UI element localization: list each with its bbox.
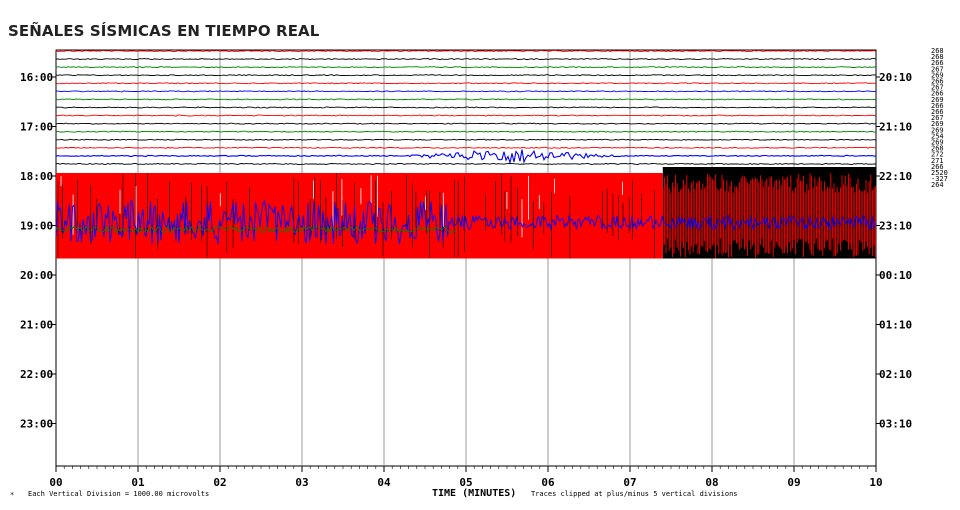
footnote-marker: * [10,491,14,499]
left-time-label: 23:00 [20,418,53,431]
trace-value-label: 266 [931,163,944,171]
x-tick-label: 00 [49,476,62,489]
saturated-gaps [60,175,623,238]
trace-value-label: 266 [931,102,944,110]
trace-line [55,90,877,93]
right-time-label: 01:10 [879,319,912,332]
x-axis-title: TIME (MINUTES) [432,488,516,499]
trace-value-label: 266 [931,108,944,116]
trace-line [55,57,877,61]
x-tick-label: 07 [623,476,636,489]
trace-value-label: 2520 [931,169,948,177]
footnote-right: Traces clipped at plus/minus 5 vertical … [531,490,738,498]
left-time-label: 19:00 [20,220,53,233]
x-tick-label: 09 [787,476,800,489]
trace-value-label: 267 [931,65,944,73]
traces [55,49,877,259]
trace-line [55,130,877,133]
trace-value-label: 254 [931,132,944,140]
trace-line [55,82,877,85]
right-time-label: 03:10 [879,418,912,431]
trace-value-label: 269 [931,96,944,104]
right-time-label: 20:10 [879,71,912,84]
x-tick-label: 08 [705,476,718,489]
trace-line [55,49,877,53]
trace-value-label: 268 [931,53,944,61]
trace-value-label: 271 [931,157,944,165]
x-tick-label: 01 [131,476,145,489]
right-time-label: 21:10 [879,121,912,134]
trace-line [55,106,877,109]
x-tick-label: 05 [459,476,472,489]
trace-value-label: 269 [931,71,944,79]
trace-value-label: 267 [931,114,944,122]
trace-line [55,74,877,77]
trace-line [55,114,877,117]
x-tick-label: 02 [213,476,226,489]
trace-value-label: -327 [931,175,948,183]
left-time-label: 16:00 [20,71,53,84]
trace-line [55,122,877,125]
labels: 00 01 02 03 04 05 06 07 08 09 10 16:00 20:10 17:00 21:… [20,47,948,489]
left-time-label: 21:00 [20,319,53,332]
trace-value-label: 266 [931,59,944,67]
x-tick-label: 04 [377,476,391,489]
trace-line [55,149,876,165]
grid [52,49,880,472]
left-time-label: 18:00 [20,170,53,183]
right-time-label: 23:10 [879,220,912,233]
footnote-left: Each Vertical Division = 1000.00 microvo… [28,490,209,498]
trace-line [55,98,877,101]
trace-value-label: 266 [931,90,944,98]
trace-line [55,66,877,69]
saturated-black-needles [57,173,655,259]
page-title: SEÑALES SÍSMICAS EN TIEMPO REAL [8,22,320,40]
trace-value-label: 269 [931,126,944,134]
trace-line [55,146,877,149]
trace-value-label: 269 [931,139,944,147]
right-time-label: 00:10 [879,269,912,282]
trace-value-label: 266 [931,78,944,86]
trace-value-label: 268 [931,145,944,153]
x-tick-label: 06 [541,476,555,489]
trace-line [55,138,877,141]
trace-line [55,162,877,165]
x-tick-label: 10 [869,476,882,489]
footer: * Each Vertical Division = 1000.00 micro… [10,488,738,499]
trace-value-label: 269 [931,120,944,128]
trace-value-label: 267 [931,84,944,92]
left-time-label: 17:00 [20,121,53,134]
x-tick-label: 03 [295,476,308,489]
trace-value-label: 264 [931,181,944,189]
left-time-label: 20:00 [20,269,53,282]
trace-value-label: 272 [931,151,944,159]
saturated-red-block [56,173,663,259]
left-time-label: 22:00 [20,368,53,381]
right-time-label: 22:10 [879,170,912,183]
saturated-green-trace [55,225,457,234]
trace-value-label: 268 [931,47,944,55]
right-time-label: 02:10 [879,368,912,381]
